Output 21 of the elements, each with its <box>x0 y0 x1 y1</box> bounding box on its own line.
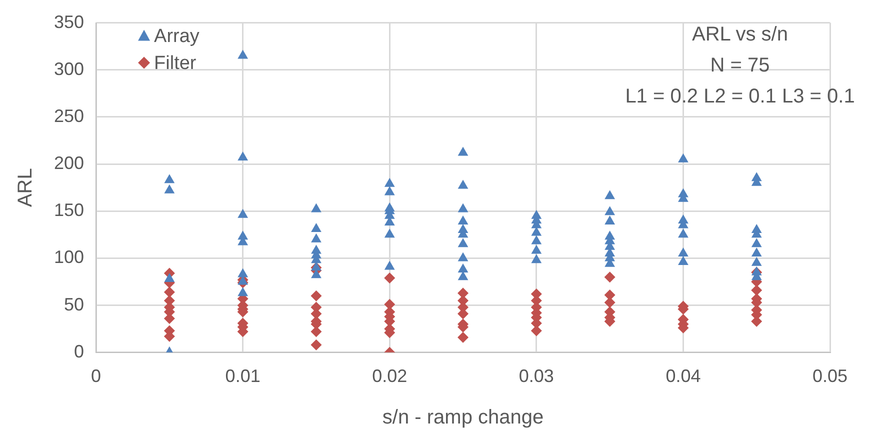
chart-title: ARL vs s/n <box>692 23 788 46</box>
legend-label: Filter <box>154 53 197 74</box>
legend-label: Array <box>154 26 200 48</box>
annotation: L1 = 0.2 L2 = 0.1 L3 = 0.1 <box>625 85 855 108</box>
y-tick-label: 250 <box>54 106 84 126</box>
x-tick-label: 0.04 <box>666 366 701 386</box>
text: N = 75 <box>710 54 770 76</box>
x-axis-title: s/n - ramp change <box>382 406 544 429</box>
x-tick-label: 0.01 <box>225 366 260 386</box>
y-tick-label: 0 <box>74 341 84 362</box>
y-tick-label: 200 <box>54 153 84 174</box>
y-tick-label: 50 <box>64 294 84 314</box>
y-axis-title: ARL <box>14 168 37 208</box>
y-tick-label: 350 <box>54 12 84 32</box>
x-tick-label: 0 <box>91 366 102 386</box>
y-tick-label: 300 <box>54 58 84 79</box>
x-tick-label: 0.05 <box>812 366 848 386</box>
y-tick-label: 150 <box>54 200 84 220</box>
x-tick-label: 0.02 <box>372 366 408 386</box>
y-tick-label: 100 <box>54 247 84 268</box>
x-tick-label: 0.03 <box>518 366 554 386</box>
